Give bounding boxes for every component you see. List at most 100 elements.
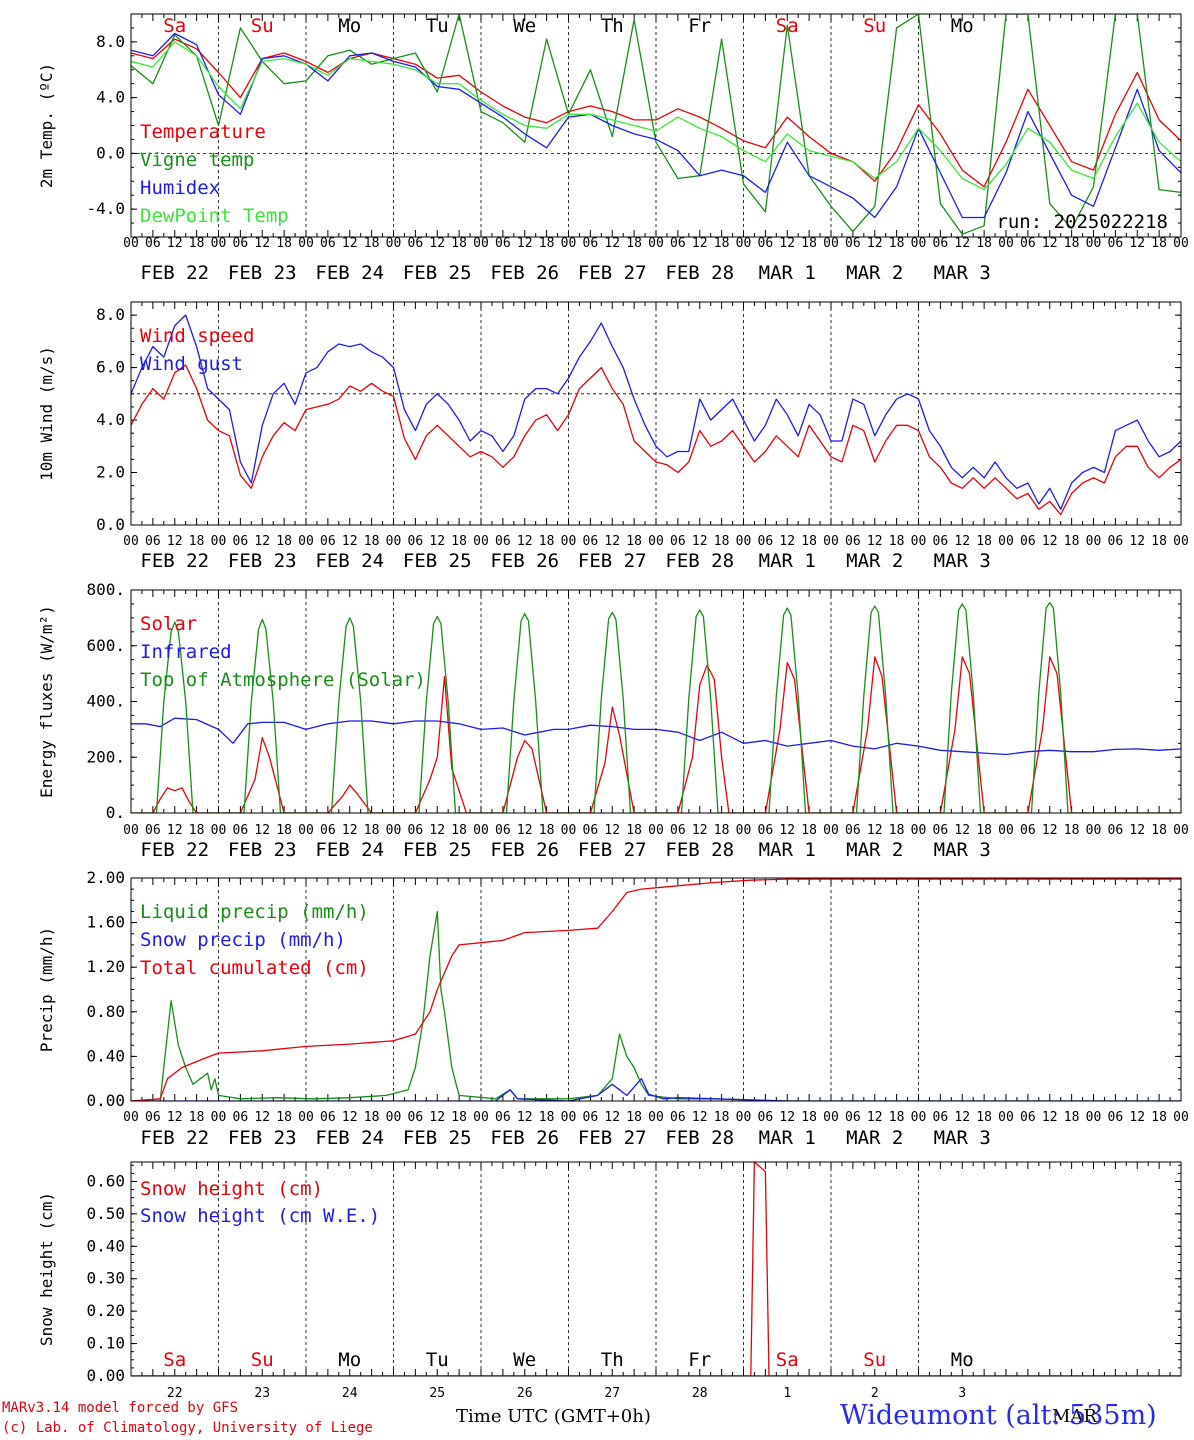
x-date-label: FEB 28 bbox=[665, 1127, 734, 1149]
y-tick-label: 0.30 bbox=[86, 1269, 125, 1288]
x-hour-label: 12 bbox=[1042, 236, 1058, 251]
x-hour-label: 12 bbox=[692, 236, 708, 251]
x-hour-label: 00 bbox=[298, 236, 314, 251]
x-hour-label: 00 bbox=[998, 534, 1014, 549]
y-tick-label: -4.0 bbox=[86, 199, 125, 218]
x-hour-label: 06 bbox=[495, 823, 511, 838]
x-hour-label: 12 bbox=[254, 534, 270, 549]
x-hour-label: 18 bbox=[364, 823, 380, 838]
weekday-label: Su bbox=[863, 1349, 886, 1371]
x-hour-label: 12 bbox=[954, 823, 970, 838]
y-axis-title: 2m Temp. (ºC) bbox=[37, 63, 56, 188]
x-date-label: FEB 22 bbox=[140, 1127, 209, 1149]
x-hour-label: 12 bbox=[429, 236, 445, 251]
x-hour-label: 06 bbox=[233, 1110, 249, 1125]
x-hour-label: 12 bbox=[604, 823, 620, 838]
x-hour-label: 18 bbox=[626, 534, 642, 549]
x-date-label: FEB 24 bbox=[315, 550, 384, 572]
x-hour-label: 18 bbox=[1151, 236, 1167, 251]
x-hour-label: 06 bbox=[1108, 1110, 1124, 1125]
x-hour-label: 06 bbox=[583, 823, 599, 838]
x-hour-label: 18 bbox=[714, 1110, 730, 1125]
x-hour-label: 12 bbox=[517, 1110, 533, 1125]
x-date-label: FEB 24 bbox=[315, 262, 384, 284]
x-hour-label: 00 bbox=[561, 236, 577, 251]
x-hour-label: 06 bbox=[758, 823, 774, 838]
x-date-label: MAR 3 bbox=[934, 262, 991, 284]
x-hour-label: 06 bbox=[1108, 236, 1124, 251]
x-hour-label: 06 bbox=[670, 1110, 686, 1125]
series-solar bbox=[131, 656, 1181, 813]
x-hour-label: 00 bbox=[561, 534, 577, 549]
x-hour-label: 00 bbox=[911, 823, 927, 838]
x-date-label: FEB 23 bbox=[228, 262, 297, 284]
x-hour-label: 00 bbox=[473, 534, 489, 549]
x-date-label: FEB 25 bbox=[403, 550, 472, 572]
x-date-label: FEB 25 bbox=[403, 262, 472, 284]
chart-panel-5: 0.00 0.10 0.20 0.30 0.40 0.50 0.60 Sa Su Mo Tu We Th… bbox=[37, 1161, 1182, 1401]
weekday-label: Th bbox=[601, 1349, 624, 1371]
x-hour-label: 06 bbox=[145, 823, 161, 838]
y-tick-label: 2.00 bbox=[86, 868, 125, 887]
x-hour-label: 06 bbox=[758, 1110, 774, 1125]
x-hour-label: 00 bbox=[473, 236, 489, 251]
x-date-label: MAR 1 bbox=[759, 1127, 816, 1149]
series-wind-gust bbox=[131, 314, 1181, 510]
x-hour-label: 06 bbox=[1108, 823, 1124, 838]
x-hour-label: 06 bbox=[758, 236, 774, 251]
y-tick-label: 1.60 bbox=[86, 913, 125, 932]
x-hour-label: 12 bbox=[867, 534, 883, 549]
y-tick-label: 0.60 bbox=[86, 1171, 125, 1190]
x-hour-label: 00 bbox=[823, 1110, 839, 1125]
y-tick-label: 2.0 bbox=[96, 463, 125, 482]
x-hour-label: 12 bbox=[954, 236, 970, 251]
weekday-label: Mo bbox=[338, 1349, 361, 1371]
x-hour-label: 00 bbox=[911, 534, 927, 549]
x-hour-label: 18 bbox=[364, 534, 380, 549]
y-axis-title: Precip (mm/h) bbox=[37, 927, 56, 1052]
x-hour-label: 12 bbox=[342, 236, 358, 251]
x-hour-label: 06 bbox=[233, 823, 249, 838]
x-hour-label: 00 bbox=[911, 1110, 927, 1125]
x-date-label: MAR 2 bbox=[846, 262, 903, 284]
x-hour-label: 06 bbox=[408, 236, 424, 251]
weekday-label: Tu bbox=[426, 15, 449, 37]
legend-entry: Snow height (cm W.E.) bbox=[140, 1205, 380, 1227]
x-hour-label: 12 bbox=[692, 823, 708, 838]
x-date-label: FEB 22 bbox=[140, 550, 209, 572]
x-hour-label: 00 bbox=[736, 823, 752, 838]
x-hour-label: 00 bbox=[211, 534, 227, 549]
lab-credit: (c) Lab. of Climatology, University of L… bbox=[2, 1420, 373, 1436]
x-hour-label: 00 bbox=[561, 823, 577, 838]
x-hour-label: 18 bbox=[801, 1110, 817, 1125]
x-date-label: FEB 27 bbox=[578, 550, 647, 572]
x-hour-label: 00 bbox=[298, 534, 314, 549]
x-hour-label: 00 bbox=[1086, 823, 1102, 838]
x-date-label: FEB 24 bbox=[315, 839, 384, 861]
weekday-label: Sa bbox=[776, 1349, 799, 1371]
x-hour-label: 18 bbox=[626, 1110, 642, 1125]
x-hour-label: 00 bbox=[998, 1110, 1014, 1125]
x-date-label: FEB 22 bbox=[140, 839, 209, 861]
series-dewpoint-temp bbox=[131, 41, 1181, 191]
x-hour-label: 00 bbox=[648, 823, 664, 838]
x-hour-label: 18 bbox=[714, 823, 730, 838]
y-axis-title: 10m Wind (m/s) bbox=[37, 346, 56, 481]
x-hour-label: 00 bbox=[998, 236, 1014, 251]
legend-entry: Vigne temp bbox=[140, 149, 254, 171]
x-hour-label: 06 bbox=[583, 236, 599, 251]
y-tick-label: 0.40 bbox=[86, 1046, 125, 1065]
x-hour-label: 00 bbox=[1086, 1110, 1102, 1125]
x-hour-label: 18 bbox=[714, 236, 730, 251]
weekday-label: We bbox=[513, 1349, 536, 1371]
x-hour-label: 06 bbox=[320, 534, 336, 549]
x-hour-label: 06 bbox=[320, 236, 336, 251]
x-hour-label: 18 bbox=[1151, 823, 1167, 838]
series-wind-speed bbox=[131, 364, 1181, 516]
x-date-label: FEB 25 bbox=[403, 1127, 472, 1149]
x-hour-label: 12 bbox=[517, 534, 533, 549]
x-hour-label: 00 bbox=[386, 236, 402, 251]
chart-panel-4: 0.00 0.40 0.80 1.20 1.60 2.00 00 06 12 18 00 06 12 18… bbox=[37, 868, 1189, 1149]
x-hour-label: 00 bbox=[298, 823, 314, 838]
y-tick-label: 0.10 bbox=[86, 1334, 125, 1353]
